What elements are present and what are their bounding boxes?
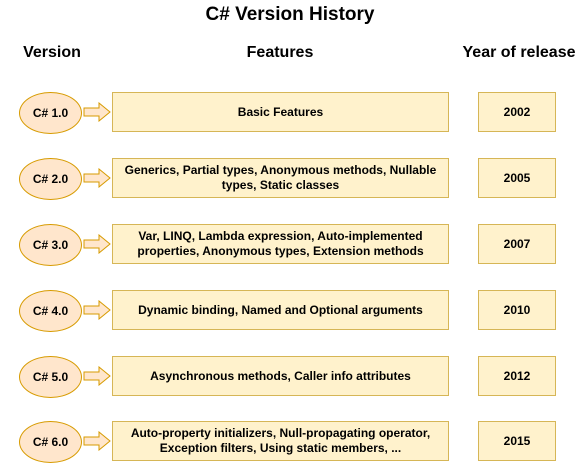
version-row: C# 1.0 Basic Features 2002 xyxy=(0,92,580,134)
version-ellipse: C# 1.0 xyxy=(19,92,82,134)
year-column-header: Year of release xyxy=(462,44,576,61)
year-box: 2015 xyxy=(478,421,556,461)
right-arrow-icon xyxy=(83,366,111,386)
version-ellipse: C# 4.0 xyxy=(19,290,82,332)
features-column-header: Features xyxy=(246,44,314,61)
features-box: Asynchronous methods, Caller info attrib… xyxy=(112,356,449,396)
right-arrow-icon xyxy=(83,102,111,122)
version-row: C# 6.0 Auto-property initializers, Null-… xyxy=(0,421,580,463)
right-arrow-icon xyxy=(83,300,111,320)
features-box: Basic Features xyxy=(112,92,449,132)
year-box: 2010 xyxy=(478,290,556,330)
version-ellipse: C# 6.0 xyxy=(19,421,82,463)
features-box: Generics, Partial types, Anonymous metho… xyxy=(112,158,449,198)
year-box: 2005 xyxy=(478,158,556,198)
year-box: 2002 xyxy=(478,92,556,132)
features-box: Var, LINQ, Lambda expression, Auto-imple… xyxy=(112,224,449,264)
year-box: 2012 xyxy=(478,356,556,396)
version-row: C# 3.0 Var, LINQ, Lambda expression, Aut… xyxy=(0,224,580,266)
version-column-header: Version xyxy=(23,44,81,61)
year-box: 2007 xyxy=(478,224,556,264)
diagram-title: C# Version History xyxy=(205,4,375,25)
version-ellipse: C# 3.0 xyxy=(19,224,82,266)
features-box: Dynamic binding, Named and Optional argu… xyxy=(112,290,449,330)
version-ellipse: C# 5.0 xyxy=(19,356,82,398)
right-arrow-icon xyxy=(83,431,111,451)
right-arrow-icon xyxy=(83,234,111,254)
version-row: C# 5.0 Asynchronous methods, Caller info… xyxy=(0,356,580,398)
version-row: C# 2.0 Generics, Partial types, Anonymou… xyxy=(0,158,580,200)
version-ellipse: C# 2.0 xyxy=(19,158,82,200)
right-arrow-icon xyxy=(83,168,111,188)
version-row: C# 4.0 Dynamic binding, Named and Option… xyxy=(0,290,580,332)
features-box: Auto-property initializers, Null-propaga… xyxy=(112,421,449,461)
